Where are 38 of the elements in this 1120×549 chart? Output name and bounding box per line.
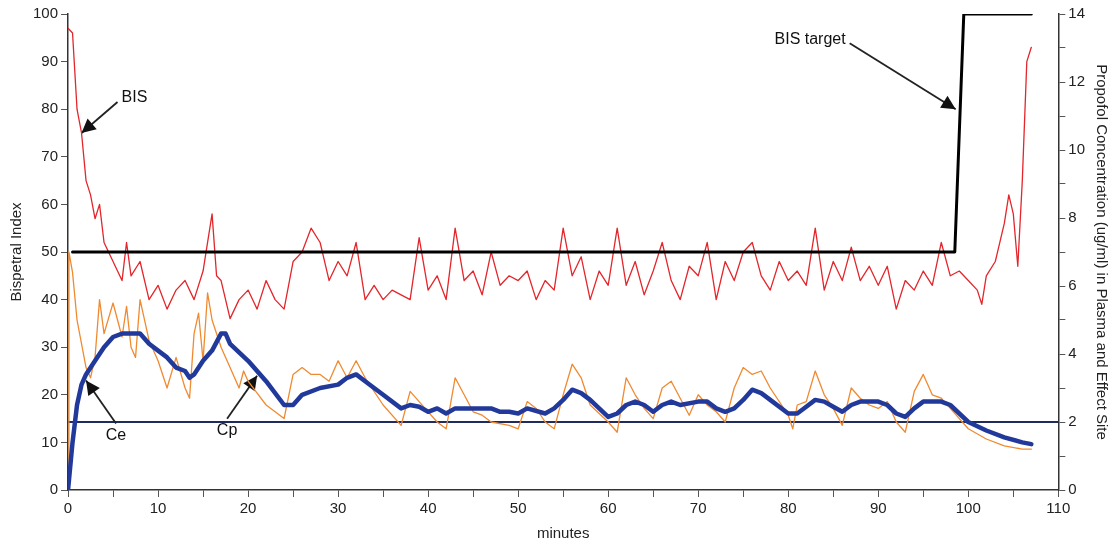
x-tick-label: 30	[329, 499, 347, 517]
x-tick-label: 90	[869, 499, 887, 517]
x-tick-label: 10	[149, 499, 167, 517]
y2-tick-label: 6	[1068, 276, 1077, 294]
x-tick-label: 0	[63, 499, 73, 517]
y-tick-label: 50	[41, 242, 59, 260]
y-tick-label: 80	[41, 99, 59, 117]
annotation: BIS target	[774, 29, 847, 47]
annotation: Ce	[105, 425, 127, 443]
x-tick-label: 80	[779, 499, 797, 517]
y-tick-label: 0	[49, 480, 59, 498]
x-tick-label: 20	[239, 499, 257, 517]
x-tick-label: 60	[599, 499, 617, 517]
y-tick-label: 40	[41, 289, 59, 307]
x-tick-label: 40	[419, 499, 437, 517]
y-tick-label: 70	[41, 146, 59, 164]
y-tick-label: 60	[41, 194, 59, 212]
y2-tick-label: 10	[1068, 140, 1085, 158]
y2-tick-label: 4	[1068, 344, 1077, 362]
y2-tick-label: 12	[1068, 72, 1085, 90]
x-tick-label: 100	[955, 499, 981, 517]
y-tick-label: 10	[41, 432, 59, 450]
y-axis-title: Bispetral Index	[7, 201, 25, 302]
x-axis-title: minutes	[536, 524, 590, 542]
y2-axis-title: Propofol Concentration (ug/ml) in Plasma and Effect Site	[1093, 64, 1111, 440]
annotation: Cp	[216, 421, 238, 439]
y2-tick-label: 2	[1068, 412, 1077, 430]
y-tick-label: 20	[41, 384, 59, 402]
y2-tick-label: 8	[1068, 208, 1077, 226]
x-tick-label: 70	[689, 499, 707, 517]
y2-tick-label: 0	[1068, 480, 1077, 498]
y2-tick-label: 14	[1068, 4, 1085, 22]
y-tick-label: 30	[41, 337, 59, 355]
x-tick-label: 50	[509, 499, 527, 517]
x-tick-label: 110	[1046, 499, 1071, 517]
y-tick-label: 100	[33, 4, 59, 22]
y-tick-label: 90	[41, 51, 59, 69]
annotation: BIS	[121, 88, 148, 106]
